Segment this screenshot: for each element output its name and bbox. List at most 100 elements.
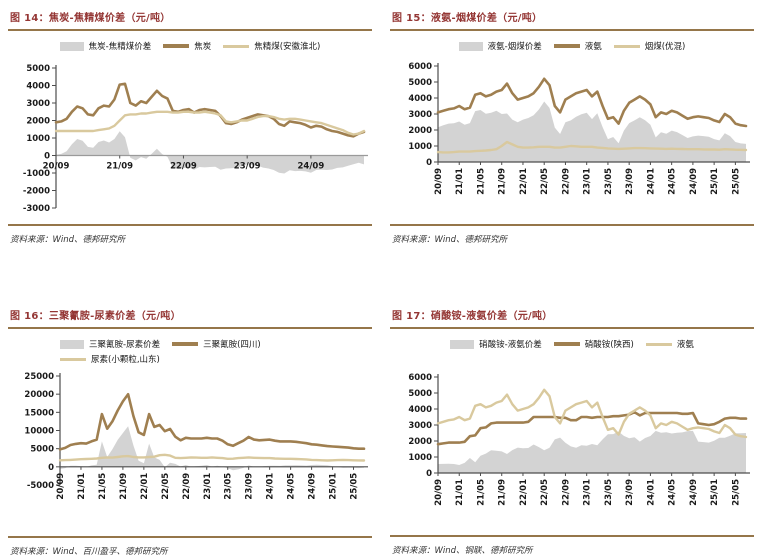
title-rule [390,327,754,329]
figure-title: 图 14：焦炭-焦精煤价差（元/吨） [10,13,171,24]
x-tick-label: 23/09 [245,473,255,500]
legend-label: 焦精煤(安徽淮北) [254,42,321,52]
y-tick-label: 0 [426,158,432,168]
series-line-dark [54,82,366,138]
x-tick-label: 20/09 [434,479,444,506]
y-tick-label: 6000 [408,62,432,72]
chart-plot: 6000 5000 4000 3000 2000 1000 020/09 21/01 21/05… [408,373,750,506]
series-line-dark [58,392,366,451]
legend-swatch-line [172,342,199,346]
x-tick-label: 25/01 [329,473,339,500]
legend-row: 液氨-烟煤价差 液氨 烟煤(优混) [458,40,686,52]
x-tick-label: 22/09 [561,479,571,506]
x-tick-label: 22/09 [182,473,192,500]
series-area [56,131,364,174]
x-tick-label: 23/01 [583,168,593,195]
title-rule [390,29,754,31]
source-note: 资料来源：Wind、钢联、德邦研究所 [392,546,533,556]
legend-label: 三聚氰胺-尿素价差 [89,340,161,350]
y-tick-label: 4000 [408,94,432,104]
y-tick-label: 1000 [26,134,50,144]
x-tick-label: 21/05 [476,168,486,195]
legend-swatch-line [60,357,86,361]
legend-item: 硝酸铵-液氨价差 [450,338,542,350]
legend-item: 焦炭-焦精煤价差 [59,40,152,52]
y-tick-label: -1000 [23,169,50,179]
series-area [60,426,364,471]
chart-plot: 25000 20000 15000 10000 5000 0 -5000 20/09 21/01… [24,372,368,500]
legend-label: 液氨-烟煤价差 [487,42,542,52]
y-tick-label: 4000 [408,405,432,415]
x-tick-label: 24/09 [689,479,699,506]
x-tick-label: 24/09 [689,168,699,195]
x-tick-label: 24/09 [308,473,318,500]
legend-swatch-line [163,44,190,48]
legend-row: 焦炭-焦精煤价差 焦炭 焦精煤(安徽淮北) [59,40,321,52]
legend-swatch-area [450,339,475,349]
figure-15: 图 15：液氨-烟煤价差（元/吨） 液氨-烟煤价差 液氨 烟煤(优混) 6000 50… [390,6,754,245]
legend-label: 三聚氰胺(四川) [203,340,261,350]
x-tick-label: 20/09 [434,168,444,195]
y-tick-label: 20000 [24,390,54,400]
x-tick-label: 24/09 [298,162,325,172]
y-tick-label: 2000 [408,437,432,447]
x-tick-label: 21/05 [98,473,108,500]
chart-legend: 焦炭-焦精煤价差 焦炭 焦精煤(安徽淮北) [8,40,372,53]
y-tick-label: 2000 [26,117,50,127]
legend-label: 液氨 [584,42,602,52]
legend-label: 焦炭-焦精煤价差 [88,42,152,52]
chart-plot: 5000 4000 3000 2000 1000 0 -1000 -2000 -3000 20/0… [23,64,368,214]
legend-item: 三聚氰胺(四川) [172,338,261,350]
x-tick-label: 21/05 [476,479,486,506]
y-tick-label: 5000 [26,64,50,74]
y-tick-label: -3000 [23,204,50,214]
x-tick-label: 24/01 [266,473,276,500]
y-tick-label: 5000 [30,445,54,455]
y-tick-label: 3000 [26,99,50,109]
x-tick-label: 22/09 [561,168,571,195]
x-tick-label: 25/01 [710,479,720,506]
legend-row: 尿素(小颗粒,山东) [60,353,160,365]
source-note: 资料来源：Wind、德邦研究所 [10,235,126,245]
x-tick-label: 24/05 [668,479,678,506]
source-note: 资料来源：Wind、德邦研究所 [392,235,508,245]
y-tick-label: 2000 [408,126,432,136]
y-tick-label: 0 [426,469,432,479]
legend-label: 烟煤(优混) [644,42,686,52]
legend-row: 三聚氰胺-尿素价差 三聚氰胺(四川) [60,338,261,350]
series-area [438,101,746,162]
figure-17: 图 17：硝酸铵-液氨价差（元/吨） 硝酸铵-液氨价差 硝酸铵(陕西) 液氨 600… [390,304,754,556]
x-tick-label: 24/05 [287,473,297,500]
x-tick-label: 25/05 [731,168,741,195]
x-tick-label: 24/05 [668,168,678,195]
x-tick-label: 22/01 [140,473,150,500]
x-tick-label: 25/05 [731,479,741,506]
x-tick-label: 23/05 [604,168,614,195]
legend-label: 液氨 [676,340,694,350]
x-tick-label: 23/01 [203,473,213,500]
legend-swatch-area [59,41,84,51]
title-rule [8,29,372,31]
source-rule [390,224,754,226]
x-tick-label: 22/01 [519,479,529,506]
y-tick-label: 1000 [408,453,432,463]
y-tick-label: 1000 [408,142,432,152]
y-tick-label: 10000 [24,427,54,437]
legend-swatch-line [645,342,672,346]
figure-title: 图 15：液氨-烟煤价差（元/吨） [392,13,543,24]
chart-legend: 三聚氰胺-尿素价差 三聚氰胺(四川) 尿素(小颗粒,山东) [8,338,372,365]
x-tick-label: 25/01 [710,168,720,195]
legend-item: 液氨 [645,338,694,350]
y-tick-label: 3000 [408,421,432,431]
y-tick-label: 0 [44,152,50,162]
y-tick-label: 5000 [408,389,432,399]
series-line-light [58,453,366,462]
x-tick-label: 22/05 [540,479,550,506]
x-tick-label: 21/09 [498,479,508,506]
series-line-light [436,388,748,439]
y-tick-label: 15000 [24,408,54,418]
y-tick-label: -2000 [23,187,50,197]
x-tick-label: 22/05 [161,473,171,500]
x-tick-label: 20/09 [56,473,66,500]
figure-16: 图 16：三聚氰胺-尿素价差（元/吨） 三聚氰胺-尿素价差 三聚氰胺(四川) 尿素(… [8,304,372,557]
